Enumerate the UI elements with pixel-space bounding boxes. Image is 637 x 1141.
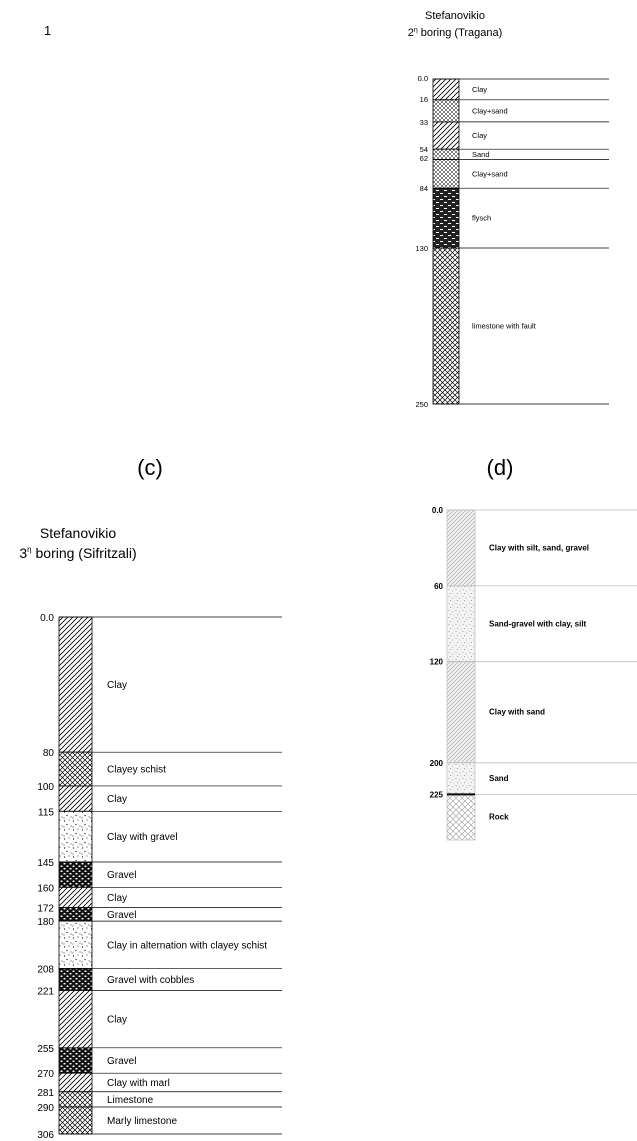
panel-e-layer-3 bbox=[58, 785, 93, 812]
panel-e-desc-7: Gravel bbox=[107, 910, 136, 921]
panel-c-desc-1: Clay bbox=[472, 85, 487, 94]
panel-e-layer-11 bbox=[58, 1047, 93, 1074]
panel-e-depth-14: 290 bbox=[37, 1103, 54, 1114]
panel-c-subtitle: 2η boring (Tragana) bbox=[408, 27, 503, 39]
panel-c-layer-1 bbox=[432, 78, 460, 101]
panel-e-layer-9 bbox=[58, 968, 93, 991]
panel-c-depth-3: 33 bbox=[420, 118, 428, 127]
panel-e-desc-2: Clayey schist bbox=[107, 765, 166, 776]
panel-d-layer-5 bbox=[446, 794, 476, 841]
panel-d-desc-5: Rock bbox=[489, 813, 509, 822]
panel-c-title: Stefanovikio bbox=[425, 10, 485, 22]
panel-e-desc-1: Clay bbox=[107, 680, 127, 691]
panel-e-desc-14: Marly limestone bbox=[107, 1116, 177, 1127]
panel-e-layer-4 bbox=[58, 810, 93, 863]
panel-d-depth-5: 225 bbox=[430, 790, 444, 799]
panel-d-depth-1: 0.0 bbox=[432, 506, 444, 515]
panel-e-desc-5: Gravel bbox=[107, 870, 136, 881]
panel-c-desc-2: Clay+sand bbox=[472, 106, 508, 115]
panel-e-layer-14 bbox=[58, 1106, 93, 1135]
panel-c-layer-6 bbox=[432, 187, 460, 249]
panel-e-layer-13 bbox=[58, 1091, 93, 1108]
panel-e-depth-13: 281 bbox=[37, 1088, 54, 1099]
panel-c-desc-4: Sand bbox=[472, 150, 490, 159]
panel-c-depth-bottom: 250 bbox=[415, 400, 428, 409]
panel-c-column: 0.0 Clay 16 Clay+sand 33 Clay 54 Sand 62 Clay+san… bbox=[415, 74, 609, 409]
panel-d-depth-2: 60 bbox=[434, 582, 443, 591]
panel-c-depth-5: 62 bbox=[420, 154, 428, 163]
panel-c-layer-5 bbox=[432, 159, 460, 189]
panel-e-desc-10: Clay bbox=[107, 1015, 127, 1026]
panel-e-depth-1: 0.0 bbox=[40, 613, 54, 624]
panel-c-depth-7: 130 bbox=[415, 244, 428, 253]
panel-e-depth-6: 160 bbox=[37, 883, 54, 894]
panel-e-depth-2: 80 bbox=[43, 748, 55, 759]
panel-e-title: Stefanovikio bbox=[40, 525, 116, 541]
panel-e-layer-2 bbox=[58, 751, 93, 787]
panel-e-depth-5: 145 bbox=[37, 858, 54, 869]
panel-c-desc-5: Clay+sand bbox=[472, 169, 508, 178]
panel-d-desc-2: Sand-gravel with clay, silt bbox=[489, 619, 587, 628]
panel-e-desc-12: Clay with marl bbox=[107, 1078, 170, 1089]
panel-e-depth-3: 100 bbox=[37, 782, 54, 793]
panel-d-layer-3 bbox=[446, 661, 476, 764]
panel-e-desc-9: Gravel with cobbles bbox=[107, 975, 194, 986]
panel-e-layer-7 bbox=[58, 907, 93, 922]
panel-d-desc-3: Clay with sand bbox=[489, 708, 545, 717]
panel-e-desc-3: Clay bbox=[107, 794, 127, 805]
panel-d: (d) 0.0 Clay with silt, sand, gravel 60 San… bbox=[430, 455, 637, 841]
panel-e-subtitle: 3η boring (Sifritzali) bbox=[19, 545, 136, 561]
panel-e-layer-5 bbox=[58, 861, 93, 888]
panel-d-desc-1: Clay with silt, sand, gravel bbox=[489, 543, 589, 552]
panel-d-layer-4 bbox=[446, 762, 476, 795]
panel-e-depth-12: 270 bbox=[37, 1069, 54, 1080]
panel-c-desc-3: Clay bbox=[472, 131, 487, 140]
panel-e-desc-4: Clay with gravel bbox=[107, 832, 178, 843]
panel-c-depth-2: 16 bbox=[420, 95, 428, 104]
panel-e-depth-9: 208 bbox=[37, 964, 54, 975]
panel-c-depth-6: 84 bbox=[420, 184, 428, 193]
panel-c-desc-6: flysch bbox=[472, 214, 491, 223]
panel-d-layer-2 bbox=[446, 585, 476, 663]
panel-e-desc-13: Limestone bbox=[107, 1095, 154, 1106]
panel-c-layer-7 bbox=[432, 247, 460, 405]
panel-e-desc-8: Clay in alternation with clayey schist bbox=[107, 940, 267, 951]
panel-d-depth-4: 200 bbox=[430, 759, 444, 768]
panel-c-layer-3 bbox=[432, 121, 460, 150]
panel-e-layer-12 bbox=[58, 1072, 93, 1093]
panel-e-depth-10: 221 bbox=[37, 986, 54, 997]
page-number: 1 bbox=[44, 23, 51, 38]
panel-e-layer-10 bbox=[58, 989, 93, 1049]
panel-c-layer-4 bbox=[432, 148, 460, 160]
panel-c-label: (c) bbox=[137, 455, 163, 480]
panel-e-layer-8 bbox=[58, 920, 93, 969]
panel-e-depth-bottom: 306 bbox=[37, 1130, 54, 1141]
panel-c-layer-2 bbox=[432, 99, 460, 123]
panel-c-depth-4: 54 bbox=[420, 145, 428, 154]
panel-e-layer-6 bbox=[58, 886, 93, 909]
panel-e-column: 0.0 Clay 80 Clayey schist 100 Clay 115 Clay wit… bbox=[37, 613, 282, 1141]
panel-d-layer-1 bbox=[446, 509, 476, 587]
panel-e-depth-7: 172 bbox=[37, 904, 54, 915]
panel-e-desc-11: Gravel bbox=[107, 1056, 136, 1067]
panel-e-depth-4: 115 bbox=[38, 807, 54, 818]
panel-d-depth-3: 120 bbox=[430, 658, 444, 667]
panel-e-desc-6: Clay bbox=[107, 893, 127, 904]
panel-d-label: (d) bbox=[487, 455, 514, 480]
panel-e-depth-8: 180 bbox=[37, 917, 54, 928]
panel-e: Stefanovikio 3η boring (Sifritzali) 0.0 C… bbox=[19, 525, 282, 1141]
panel-d-desc-4: Sand bbox=[489, 774, 509, 783]
panel-c-desc-7: limestone with fault bbox=[472, 322, 537, 331]
panel-e-layer-1 bbox=[58, 616, 93, 753]
panel-d-column: 0.0 Clay with silt, sand, gravel 60 Sand-gr… bbox=[430, 506, 637, 841]
panel-c: Stefanovikio 2η boring (Tragana) 0.0 Clay… bbox=[137, 10, 609, 480]
panel-c-depth-1: 0.0 bbox=[418, 74, 428, 83]
panel-e-depth-11: 255 bbox=[37, 1044, 54, 1055]
